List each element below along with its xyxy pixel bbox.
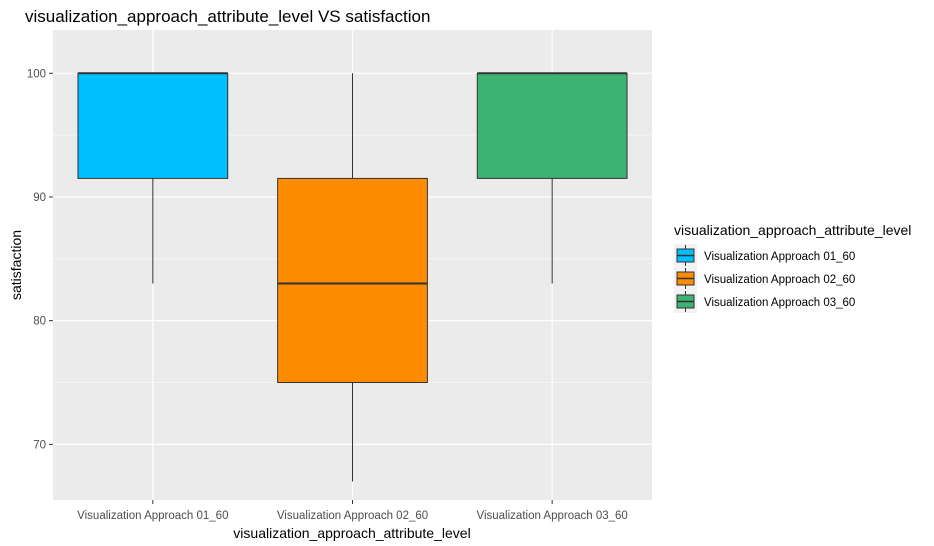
y-tick-label: 100 (27, 68, 46, 80)
legend-title: visualization_approach_attribute_level (674, 222, 911, 238)
chart-title: visualization_approach_attribute_level V… (25, 7, 430, 26)
box-body (77, 72, 229, 179)
box-2 (277, 73, 428, 482)
x-axis-title: visualization_approach_attribute_level (233, 525, 470, 541)
y-tick-label: 80 (33, 316, 46, 328)
legend-label: Visualization Approach 03_60 (704, 297, 855, 309)
legend-item-1: Visualization Approach 01_60 (674, 244, 855, 267)
y-tick-label: 90 (33, 192, 46, 204)
x-tick-label: Visualization Approach 02_60 (277, 510, 428, 522)
y-axis-title: satisfaction (8, 230, 24, 300)
box-body (476, 72, 628, 179)
box-1 (77, 72, 229, 284)
legend-label: Visualization Approach 01_60 (704, 251, 855, 263)
legend-label: Visualization Approach 02_60 (704, 274, 855, 286)
legend: Visualization Approach 01_60 Visualizatio… (674, 244, 855, 313)
legend-item-3: Visualization Approach 03_60 (674, 290, 855, 313)
x-tick-label: Visualization Approach 01_60 (77, 510, 228, 522)
y-axis-ticks: 70 80 90 100 (27, 68, 53, 451)
x-tick-label: Visualization Approach 03_60 (477, 510, 628, 522)
x-axis-ticks: Visualization Approach 01_60 Visualizatio… (77, 500, 628, 522)
box-body (277, 177, 428, 383)
legend-item-2: Visualization Approach 02_60 (674, 267, 855, 290)
y-tick-label: 70 (33, 439, 46, 451)
box-3 (476, 72, 628, 284)
boxes (77, 72, 628, 482)
